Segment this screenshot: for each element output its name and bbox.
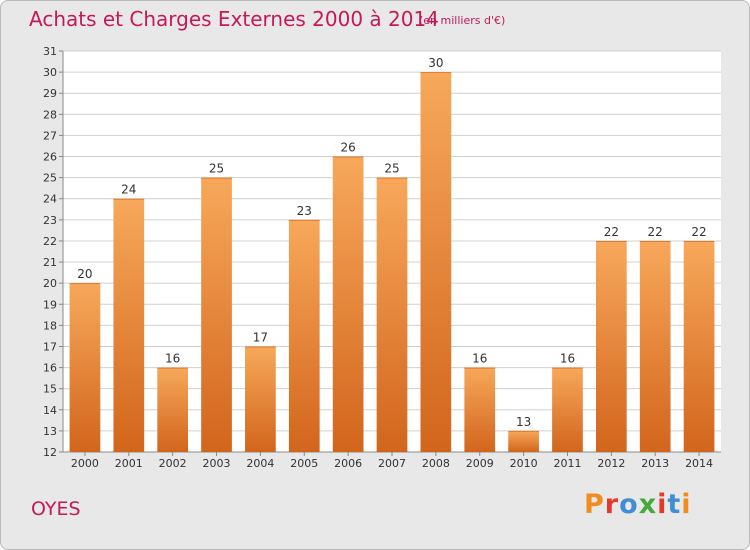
bar-2005[interactable] (288, 219, 320, 452)
y-tick-label: 30 (43, 66, 57, 79)
logo-letter: i (657, 489, 668, 520)
y-tick-label: 12 (43, 446, 57, 459)
proxiti-logo[interactable]: Proxiti (584, 489, 692, 520)
labels: 12 13 14 15 16 17 18 19 20 21 22 23 24 25 26 27 28 29 30 31… (43, 45, 713, 470)
logo-letter: P (584, 489, 605, 520)
y-tick-label: 15 (43, 383, 57, 396)
bar-value-label: 24 (121, 183, 136, 197)
y-tick-label: 20 (43, 277, 57, 290)
y-tick-label: 24 (43, 193, 57, 206)
x-tick-label: 2006 (334, 457, 362, 470)
y-tick-label: 18 (43, 319, 57, 332)
bar-value-label: 17 (253, 330, 268, 344)
y-tick-label: 21 (43, 256, 57, 269)
x-tick-label: 2008 (422, 457, 450, 470)
x-tick-label: 2004 (246, 457, 274, 470)
x-tick-label: 2014 (685, 457, 713, 470)
logo-letter: i (681, 489, 692, 520)
x-tick-label: 2000 (71, 457, 99, 470)
y-tick-label: 26 (43, 151, 57, 164)
y-tick-label: 16 (43, 362, 57, 375)
chart-unit: (en milliers d'€) (419, 14, 506, 27)
bar-value-label: 30 (428, 56, 443, 70)
y-tick-label: 14 (43, 404, 57, 417)
y-tick-label: 13 (43, 425, 57, 438)
commune-name: OYES (31, 498, 81, 520)
x-tick-label: 2010 (510, 457, 538, 470)
bar-value-label: 22 (691, 225, 706, 239)
bar-value-label: 16 (165, 352, 180, 366)
bar-value-label: 23 (297, 204, 312, 218)
x-tick-label: 2009 (466, 457, 494, 470)
logo-letter: x (638, 489, 658, 520)
bar-value-label: 22 (648, 225, 663, 239)
bar-2013[interactable] (639, 240, 671, 452)
x-tick-label: 2001 (115, 457, 143, 470)
bars (69, 72, 715, 453)
logo-letter: o (619, 489, 639, 520)
bar-value-label: 22 (604, 225, 619, 239)
bar-2011[interactable] (552, 367, 583, 452)
bar-value-label: 20 (77, 267, 92, 281)
x-tick-label: 2012 (597, 457, 625, 470)
y-tick-label: 22 (43, 235, 57, 248)
bar-value-label: 16 (472, 352, 487, 366)
y-tick-label: 25 (43, 172, 57, 185)
bar-2009[interactable] (464, 367, 496, 452)
logo-letter: t (667, 489, 682, 520)
bar-2003[interactable] (201, 177, 232, 452)
bar-2007[interactable] (376, 177, 408, 452)
bar-value-label: 25 (209, 162, 224, 176)
x-tick-label: 2005 (290, 457, 318, 470)
bar-value-label: 16 (560, 352, 575, 366)
bar-2008[interactable] (420, 72, 452, 453)
y-tick-label: 17 (43, 340, 57, 353)
bar-2014[interactable] (683, 240, 715, 452)
x-tick-label: 2003 (203, 457, 231, 470)
bar-2000[interactable] (69, 283, 101, 452)
bar-2012[interactable] (595, 240, 627, 452)
bar-2001[interactable] (113, 198, 145, 452)
x-tick-label: 2013 (641, 457, 669, 470)
logo-letter: r (604, 489, 620, 520)
bar-2004[interactable] (245, 346, 276, 452)
y-tick-label: 29 (43, 87, 57, 100)
y-tick-label: 31 (43, 45, 57, 58)
y-tick-label: 19 (43, 298, 57, 311)
bar-2010[interactable] (508, 430, 539, 452)
bar-value-label: 26 (340, 141, 355, 155)
bar-value-label: 25 (384, 162, 399, 176)
bar-2006[interactable] (332, 156, 364, 453)
x-tick-label: 2011 (553, 457, 581, 470)
bar-value-label: 13 (516, 415, 531, 429)
x-tick-label: 2002 (159, 457, 187, 470)
chart-title: Achats et Charges Externes 2000 à 2014 (29, 7, 439, 31)
y-tick-label: 27 (43, 129, 57, 142)
y-tick-label: 28 (43, 108, 57, 121)
y-tick-label: 23 (43, 214, 57, 227)
bar-2002[interactable] (157, 367, 189, 452)
x-tick-label: 2007 (378, 457, 406, 470)
